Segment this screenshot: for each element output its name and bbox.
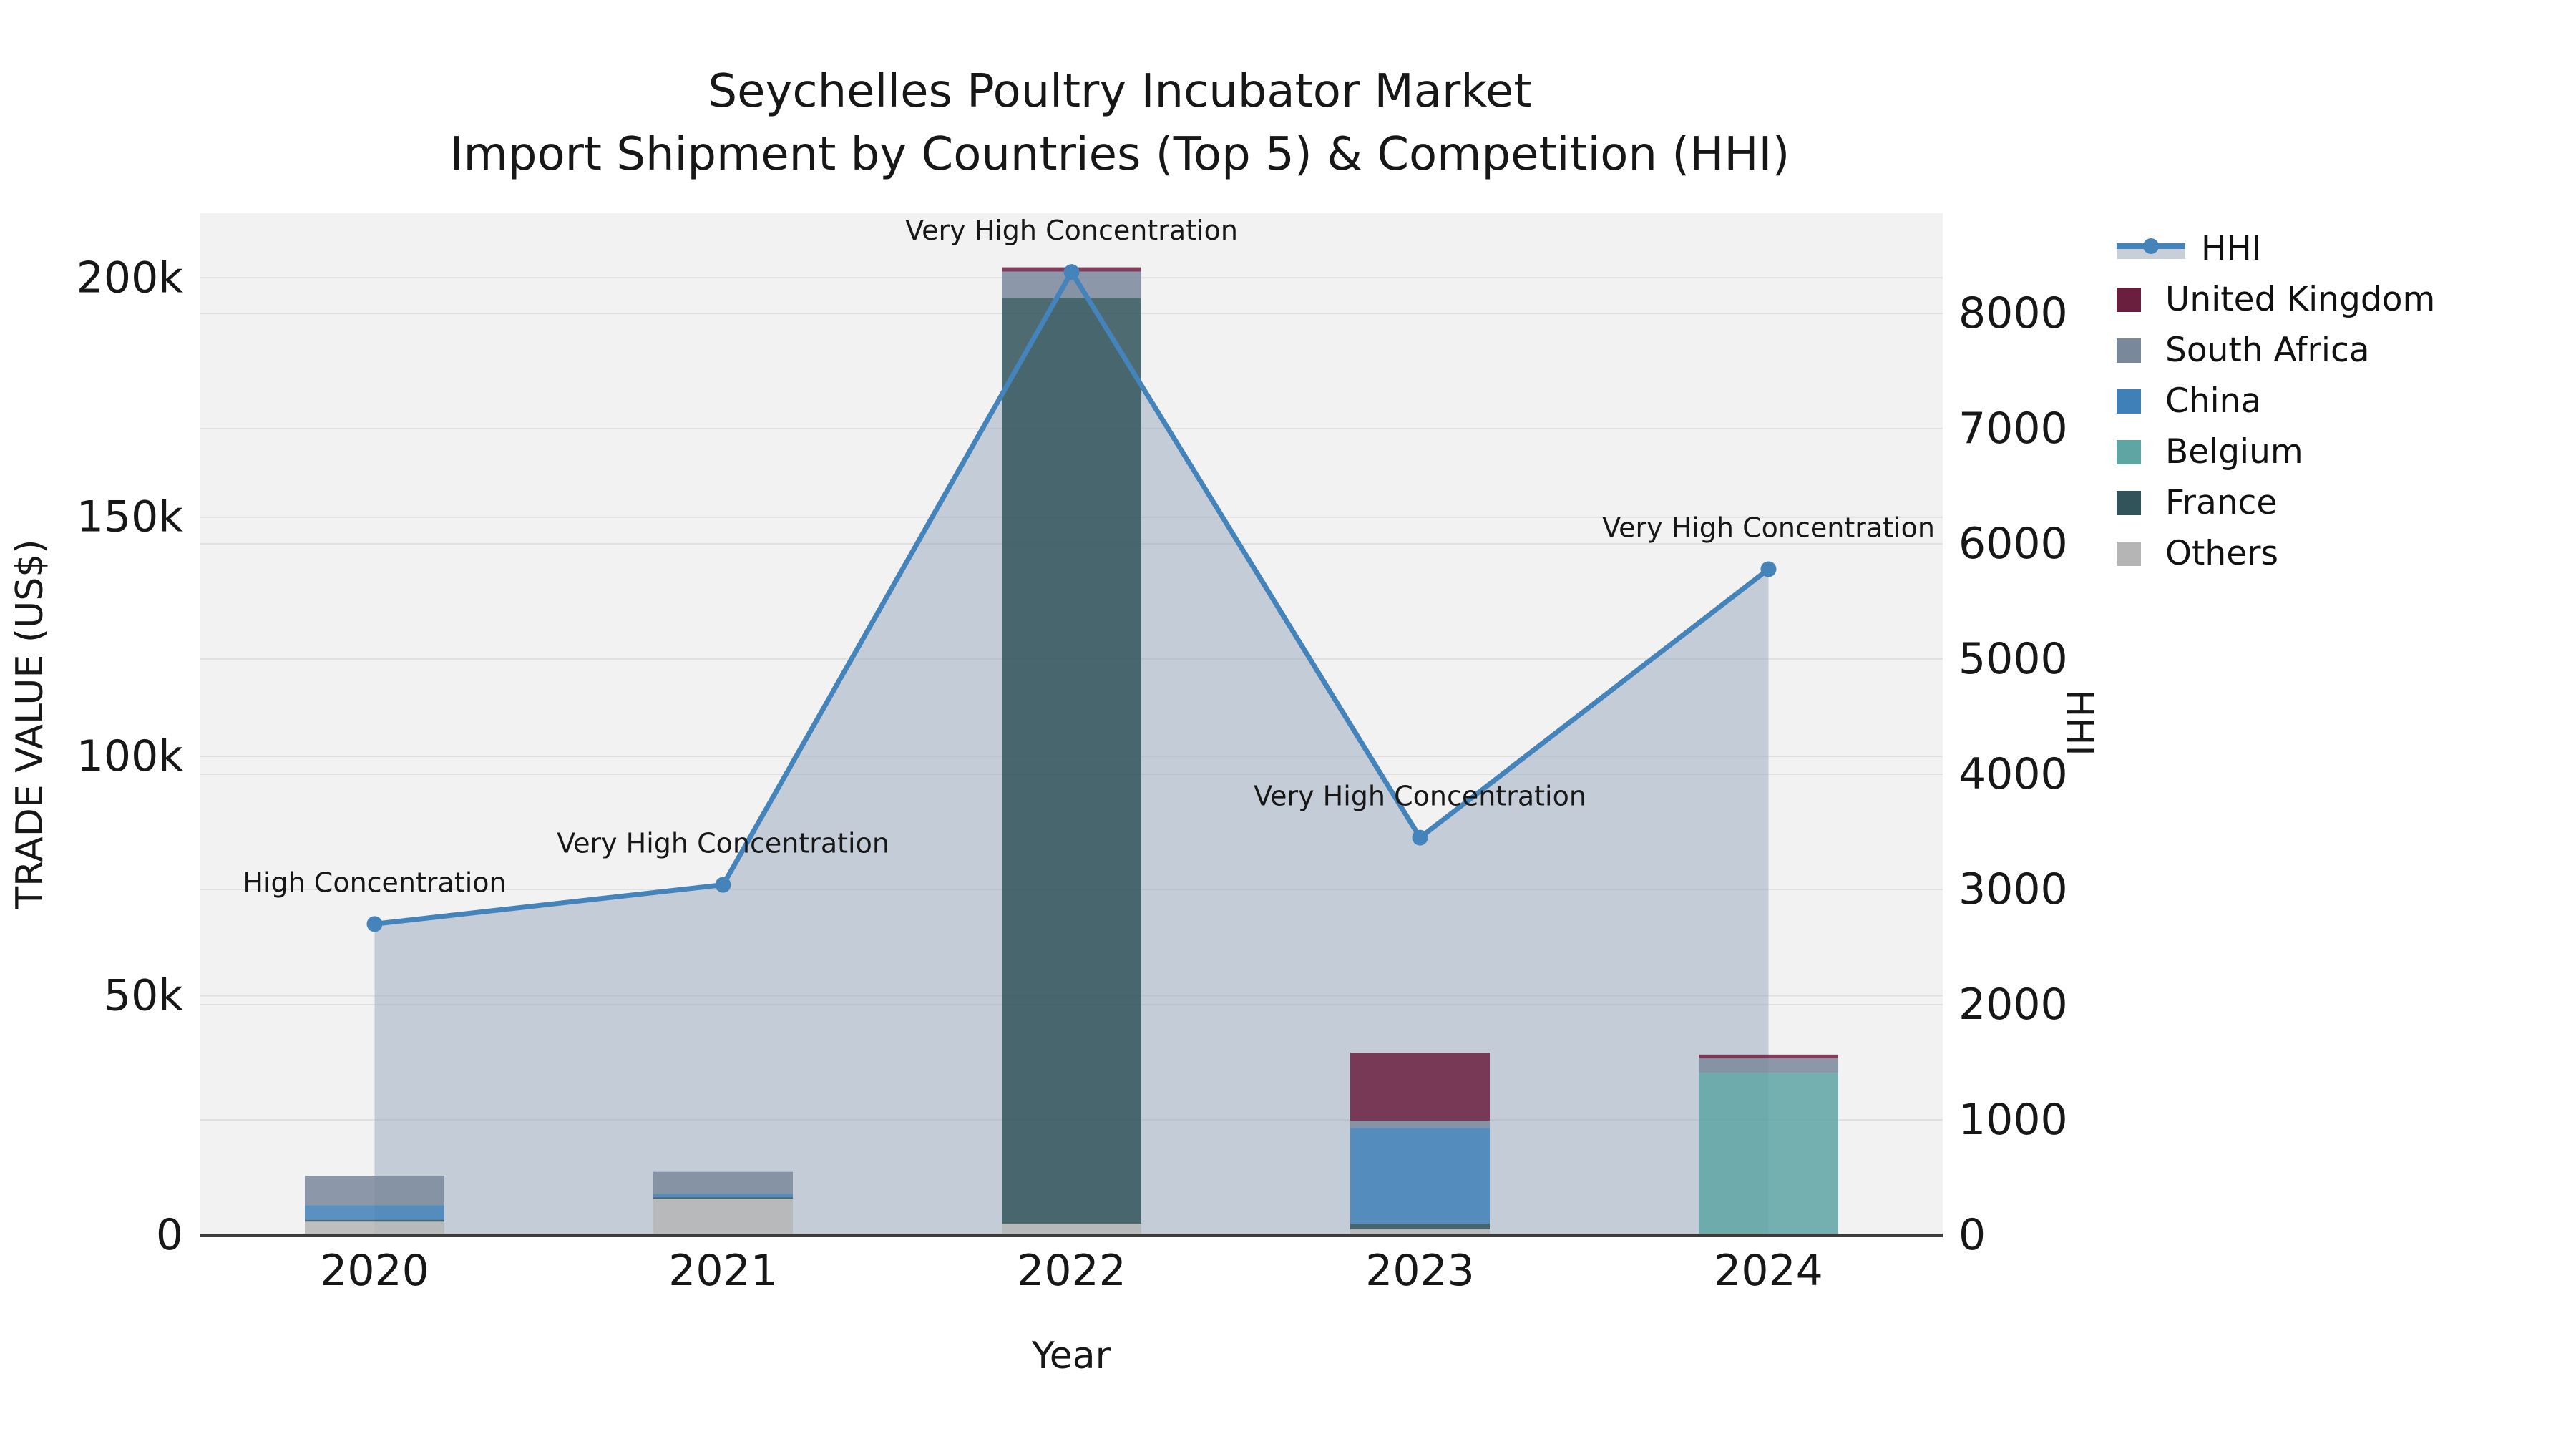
bar-segment-belgium [1699,1073,1838,1235]
legend-swatch-square [2117,490,2141,515]
bar-segment-united-kingdom [1350,1053,1490,1121]
legend-label: United Kingdom [2165,280,2436,319]
left-tick-label: 50k [104,971,183,1021]
legend-item-others: Others [2117,528,2435,579]
right-tick-label: 5000 [1958,634,2068,684]
legend-item-france: France [2117,477,2435,528]
left-tick-label: 0 [156,1210,183,1260]
annotation: Very High Concentration [1602,512,1935,543]
bar-segment-france [305,1219,444,1222]
legend-item-belgium: Belgium [2117,426,2435,477]
left-tick-label: 150k [77,492,184,542]
annotation: Very High Concentration [557,828,889,859]
legend-item-china: China [2117,376,2435,426]
right-tick-label: 2000 [1958,980,2068,1030]
hhi-marker [1760,561,1777,577]
right-tick-label: 6000 [1958,519,2068,569]
hhi-marker [366,916,383,932]
x-tick-label: 2024 [1714,1246,1823,1296]
bar-segment-france [1350,1223,1490,1229]
chart-title-line1: Seychelles Poultry Incubator Market [708,65,1532,118]
x-tick-label: 2020 [320,1246,429,1296]
x-tick-label: 2023 [1365,1246,1475,1296]
x-axis-label: Year [1031,1335,1111,1377]
bar-segment-france [653,1197,793,1199]
right-tick-label: 3000 [1958,864,2068,914]
x-tick-label: 2022 [1017,1246,1126,1296]
bar-segment-others [305,1221,444,1235]
right-tick-label: 1000 [1958,1095,2068,1145]
x-tick-label: 2021 [668,1246,778,1296]
legend-swatch-square [2117,389,2141,414]
legend-label: South Africa [2165,331,2370,370]
x-axis-spine [200,1234,1943,1237]
legend-swatch-square [2117,541,2141,566]
legend-swatch-square [2117,439,2141,464]
right-tick-label: 7000 [1958,404,2068,454]
chart-title: Seychelles Poultry Incubator Market Impo… [0,60,2240,186]
hhi-marker [1412,829,1428,846]
bar-segment-france [1002,298,1141,1224]
legend-swatch-square [2117,287,2141,312]
bar-segment-others [1002,1223,1141,1235]
legend-label: France [2165,483,2278,522]
bar-segment-china [305,1205,444,1220]
hhi-marker [1063,264,1080,280]
legend-label: Others [2165,534,2278,573]
legend-swatch-marker [2143,238,2159,254]
right-tick-label: 4000 [1958,749,2068,799]
bar-segment-south-africa [1699,1058,1838,1073]
legend: HHI United Kingdom South Africa China Belgiu… [2117,223,2435,579]
annotation: Very High Concentration [1254,781,1586,812]
legend-item-south-africa: South Africa [2117,325,2435,376]
chart-title-line2: Import Shipment by Countries (Top 5) & C… [449,128,1790,181]
bar-segment-china [653,1194,793,1198]
bar-segment-others [653,1199,793,1235]
bar-segment-united-kingdom [1699,1054,1838,1059]
legend-item-united-kingdom: United Kingdom [2117,274,2435,325]
right-tick-label: 0 [1958,1210,1986,1260]
legend-label: HHI [2201,229,2262,268]
bar-segment-china [1350,1128,1490,1224]
legend-swatch-line [2117,235,2185,263]
bar-segment-south-africa [1350,1121,1490,1128]
right-tick-label: 8000 [1958,288,2068,338]
legend-label: Belgium [2165,432,2303,472]
bar-segment-south-africa [305,1176,444,1206]
hhi-marker [715,877,731,893]
left-tick-label: 200k [77,253,184,303]
annotation: High Concentration [243,867,506,898]
legend-swatch-square [2117,338,2141,363]
annotation: Very High Concentration [905,215,1238,246]
bar-segment-others [1350,1229,1490,1235]
left-tick-label: 100k [77,731,184,781]
legend-item-hhi: HHI [2117,223,2435,274]
legend-label: China [2165,381,2262,421]
bar-segment-south-africa [653,1171,793,1194]
